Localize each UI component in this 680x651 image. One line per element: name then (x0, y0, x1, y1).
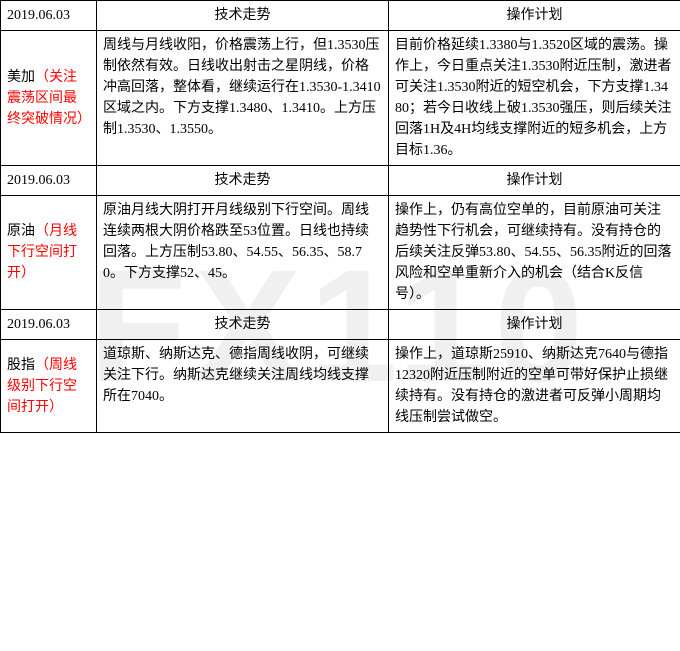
plan-header: 操作计划 (389, 310, 680, 340)
tech-header: 技术走势 (97, 1, 389, 31)
instrument-label: 原油（月线下行空间打开） (1, 196, 97, 310)
plan-cell: 目前价格延续1.3380与1.3520区域的震荡。操作上，今日重点关注1.353… (389, 31, 680, 166)
tech-cell: 周线与月线收阳，价格震荡上行，但1.3530压制依然有效。日线收出射击之星阴线，… (97, 31, 389, 166)
instrument-name: 美加 (7, 70, 35, 85)
tech-cell: 原油月线大阴打开月线级别下行空间。周线连续两根大阴价格跌至53位置。日线也持续回… (97, 196, 389, 310)
tech-header: 技术走势 (97, 166, 389, 196)
tech-header: 技术走势 (97, 310, 389, 340)
plan-header: 操作计划 (389, 1, 680, 31)
instrument-label: 股指（周线级别下行空间打开） (1, 340, 97, 433)
date-cell: 2019.06.03 (1, 310, 97, 340)
plan-header: 操作计划 (389, 166, 680, 196)
instrument-name: 原油 (7, 224, 35, 239)
tech-cell: 道琼斯、纳斯达克、德指周线收阴，可继续关注下行。纳斯达克继续关注周线均线支撑所在… (97, 340, 389, 433)
plan-cell: 操作上，仍有高位空单的，目前原油可关注趋势性下行机会，可继续持有。没有持仓的后续… (389, 196, 680, 310)
instrument-label: 美加（关注震荡区间最终突破情况） (1, 31, 97, 166)
date-cell: 2019.06.03 (1, 1, 97, 31)
analysis-table: 2019.06.03技术走势操作计划美加（关注震荡区间最终突破情况）周线与月线收… (0, 0, 680, 433)
date-cell: 2019.06.03 (1, 166, 97, 196)
instrument-name: 股指 (7, 358, 35, 373)
plan-cell: 操作上，道琼斯25910、纳斯达克7640与德指12320附近压制附近的空单可带… (389, 340, 680, 433)
